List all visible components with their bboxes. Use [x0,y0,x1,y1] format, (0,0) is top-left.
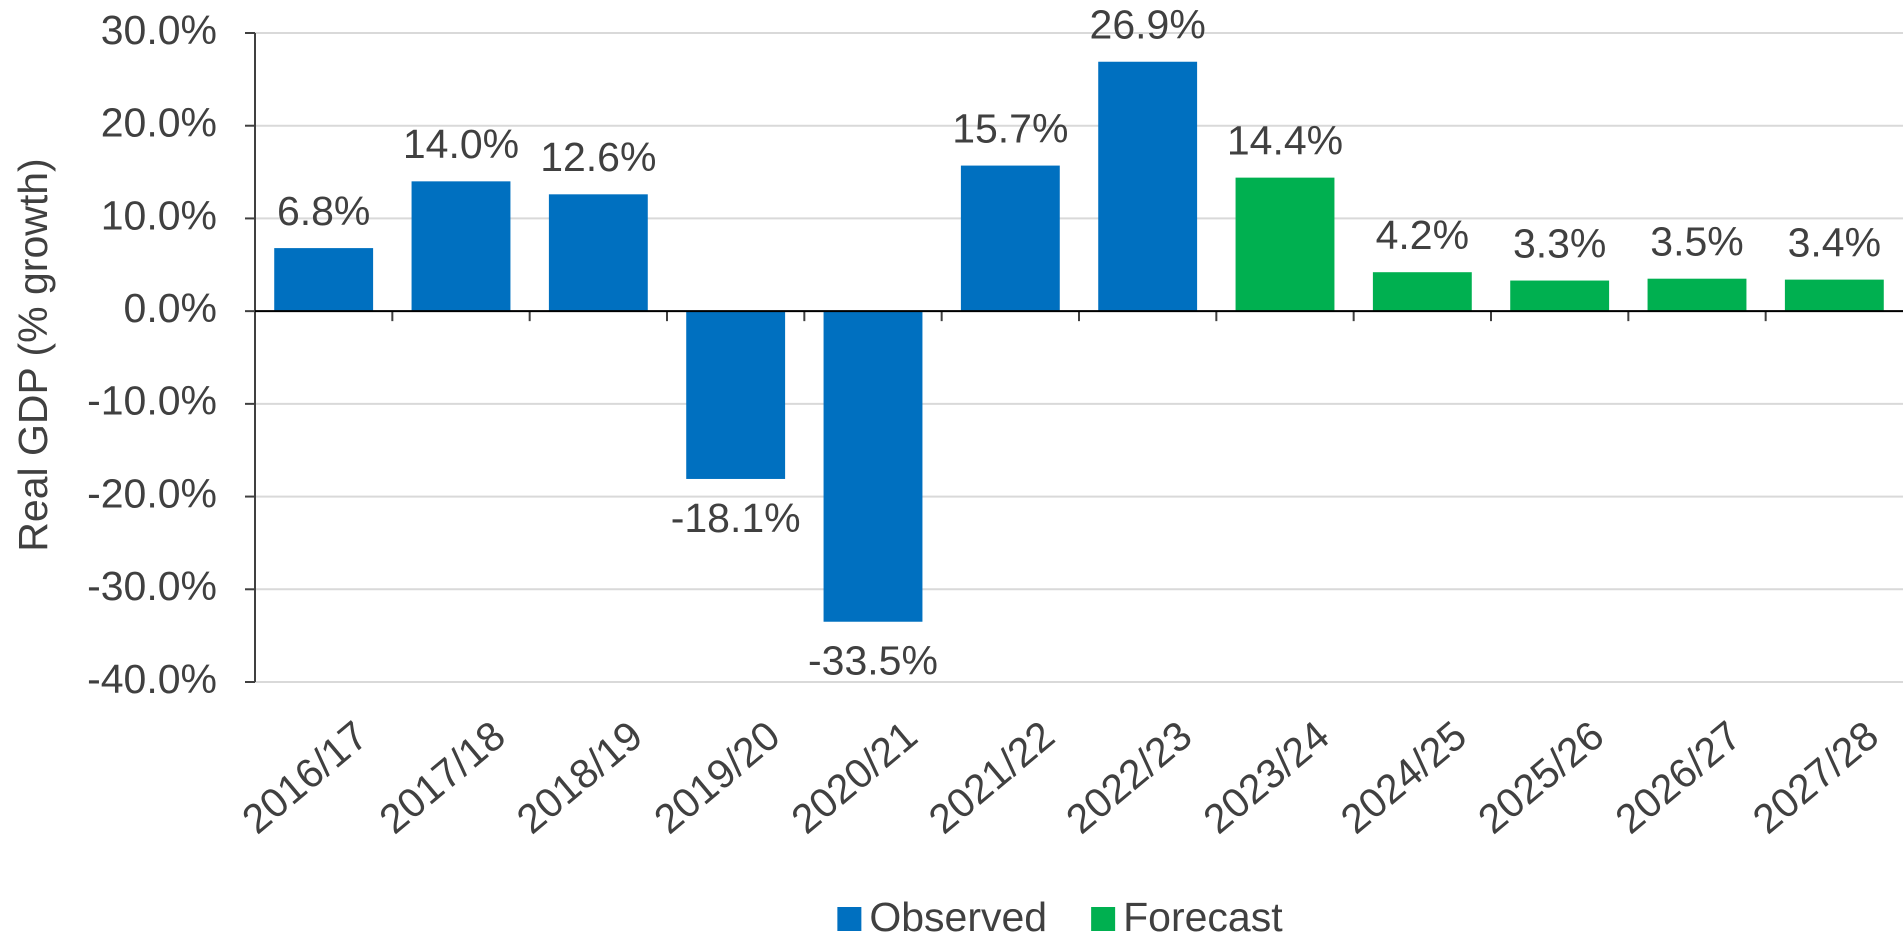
legend-label: Observed [869,894,1047,940]
x-tick-label: 2017/18 [371,712,514,843]
x-tick-label: 2022/23 [1057,712,1200,843]
y-tick-label: -40.0% [87,656,217,702]
data-label: 4.2% [1376,212,1469,258]
bar [1784,279,1884,312]
data-label: -33.5% [808,638,938,684]
x-tick-label: 2016/17 [233,712,376,843]
bar [548,194,648,312]
x-tick-label: 2020/21 [783,712,926,843]
data-label: 12.6% [540,134,656,180]
y-tick-label: -30.0% [87,563,217,609]
x-tick-label: 2026/27 [1607,712,1750,843]
data-label: -18.1% [671,495,801,541]
bar [1647,278,1747,312]
legend-label: Forecast [1123,894,1283,940]
x-tick-label: 2025/26 [1469,712,1612,843]
y-tick-label: 20.0% [101,100,217,146]
legend-swatch [837,907,862,931]
bar [274,248,374,312]
bar [1510,280,1610,312]
x-tick-label: 2021/22 [920,712,1063,843]
x-tick-label: 2018/19 [508,712,651,843]
x-tick-label: 2027/28 [1744,712,1887,843]
bar [960,165,1060,312]
data-label: 26.9% [1090,2,1206,48]
x-tick-label: 2024/25 [1332,712,1475,843]
y-tick-label: 30.0% [101,7,217,53]
data-label: 15.7% [952,105,1068,151]
x-tick-label: 2019/20 [645,712,788,843]
bar [823,311,923,622]
y-tick-label: 0.0% [124,285,217,331]
y-axis-label: Real GDP (% growth) [10,158,56,551]
data-label: 6.8% [277,188,370,234]
bar [686,311,786,479]
data-label: 3.4% [1788,219,1881,265]
data-label: 14.4% [1227,117,1343,163]
x-tick-label: 2023/24 [1195,712,1338,843]
bar [1235,177,1335,312]
y-tick-label: -20.0% [87,470,217,516]
data-label: 3.3% [1513,220,1606,266]
y-tick-label: 10.0% [101,192,217,238]
y-tick-label: -10.0% [87,378,217,424]
bar [1098,61,1198,312]
legend-swatch [1091,907,1116,931]
bar [1372,272,1472,312]
bar [411,181,511,312]
data-label: 14.0% [403,121,519,167]
data-label: 3.5% [1650,219,1743,265]
